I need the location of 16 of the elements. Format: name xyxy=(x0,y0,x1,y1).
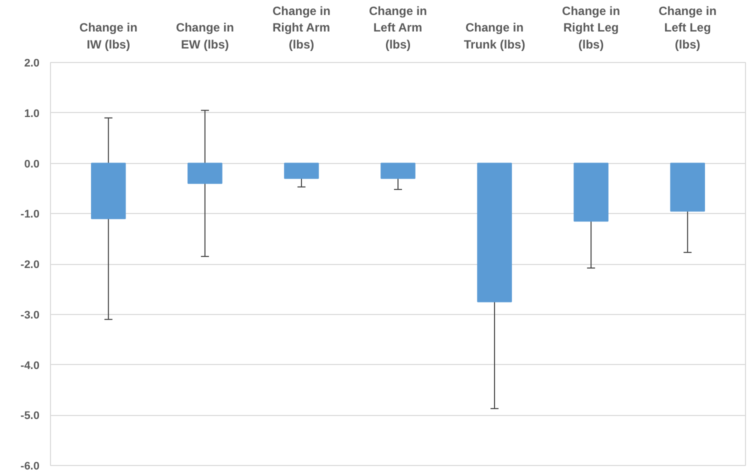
y-tick-label: -2.0 xyxy=(20,259,40,271)
y-tick-label: -1.0 xyxy=(20,208,40,221)
x-tick-label: Change in IW (lbs) xyxy=(79,20,138,52)
y-tick-label: -5.0 xyxy=(20,410,40,422)
x-tick-label: Change in Right Leg (lbs) xyxy=(562,4,620,52)
y-tick-label: -6.0 xyxy=(20,460,40,472)
y-tick-label: 0.0 xyxy=(24,158,40,170)
x-tick-label: Change in Right Arm (lbs) xyxy=(272,4,330,52)
y-tick-label: 1.0 xyxy=(24,108,40,120)
y-tick-label: 2.0 xyxy=(24,58,40,70)
y-tick-label: -3.0 xyxy=(20,309,40,322)
y-tick-label: -4.0 xyxy=(20,360,40,372)
x-tick-label: Change in EW (lbs) xyxy=(176,20,234,52)
x-tick-label: Change in Left Arm (lbs) xyxy=(369,4,428,52)
x-tick-label: Change in Left Leg (lbs) xyxy=(658,4,717,52)
x-tick-label: Change in Trunk (lbs) xyxy=(464,20,526,52)
